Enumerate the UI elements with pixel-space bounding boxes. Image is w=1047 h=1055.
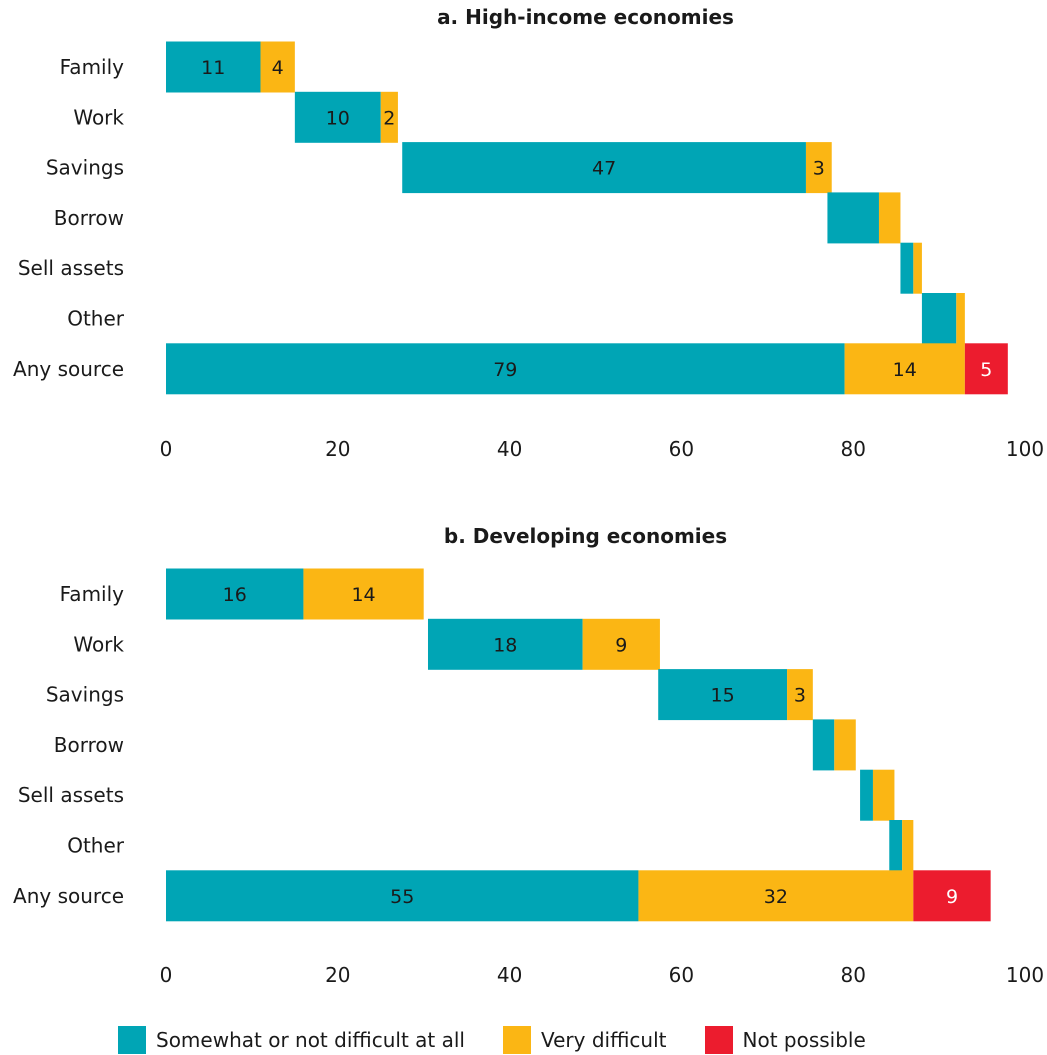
panel-a-category-label-any-source: Any source: [13, 357, 124, 381]
panel-b-title: b. Developing economies: [444, 524, 727, 548]
panel-a-category-label-work: Work: [73, 105, 124, 129]
panel-b-category-label-savings: Savings: [46, 683, 124, 707]
panel-b-bar-any-source-not_possible: [913, 870, 991, 922]
panel-b-data-label-family-very: 14: [351, 584, 375, 606]
panel-b-data-label-savings-somewhat: 15: [711, 685, 735, 707]
panel-a-data-label-savings-somewhat: 47: [592, 158, 616, 180]
panel-b-x-tick-label-60: 60: [669, 963, 694, 987]
panel-b-x-tick-label-0: 0: [160, 963, 173, 987]
panel-b-category-label-other: Other: [67, 834, 125, 858]
panel-a-bar-family-somewhat: [166, 41, 261, 93]
panel-a-bar-other-somewhat: [921, 293, 957, 344]
panel-a-data-label-work-very: 2: [383, 107, 395, 129]
panel-b-category-label-borrow: Borrow: [54, 733, 124, 757]
panel-a-x-tick-label-100: 100: [1006, 437, 1044, 461]
panel-a-bar-sell-assets-somewhat: [900, 242, 914, 294]
panel-a-category-label-other: Other: [67, 307, 125, 331]
panel-b-x-tick-label-20: 20: [325, 963, 350, 987]
panel-a-bar-sell-assets-very: [913, 242, 922, 294]
panel-b-category-label-any-source: Any source: [13, 884, 124, 908]
panel-b-bar-work-very: [582, 618, 660, 670]
legend-swatch-very-difficult: [502, 1026, 531, 1054]
panel-b-data-label-family-somewhat: 16: [223, 584, 247, 606]
panel-b-bar-family-somewhat: [166, 568, 304, 620]
panel-b-bar-savings-very: [787, 669, 813, 721]
panel-b-bar-other-somewhat: [889, 820, 903, 871]
panel-a-bar-other-very: [956, 293, 965, 344]
panel-a-bar-work-somewhat: [294, 91, 381, 143]
panel-a-bar-any-source-not_possible: [964, 343, 1008, 395]
panel-a-x-tick-label-40: 40: [497, 437, 522, 461]
panel-a-category-label-sell-assets: Sell assets: [18, 256, 124, 280]
panel-a-bar-any-source-very: [844, 343, 965, 395]
panel-a-data-label-any-source-somewhat: 79: [493, 359, 517, 381]
panel-a-bar-borrow-somewhat: [827, 192, 879, 244]
panel-a-x-tick-label-80: 80: [840, 437, 865, 461]
panel-b-data-label-any-source-somewhat: 55: [390, 886, 414, 908]
panel-b-data-label-savings-very: 3: [794, 685, 806, 707]
panel-b-bar-sell-assets-very: [872, 769, 895, 821]
panel-a-data-label-any-source-very: 14: [893, 359, 917, 381]
panel-a-x-tick-label-20: 20: [325, 437, 350, 461]
legend-label-somewhat: Somewhat or not difficult at all: [156, 1028, 465, 1052]
panel-a-bar-borrow-very: [878, 192, 901, 244]
panel-b-category-label-work: Work: [73, 632, 124, 656]
panel-a-data-label-family-somewhat: 11: [201, 57, 225, 79]
panel-a-data-label-any-source-not_possible: 5: [980, 359, 992, 381]
panel-a-data-label-family-very: 4: [272, 57, 284, 79]
panel-b-data-label-any-source-not_possible: 9: [946, 886, 958, 908]
panel-a-bar-work-very: [380, 91, 398, 143]
panel-b-bar-savings-somewhat: [658, 669, 788, 721]
panel-a-title: a. High-income economies: [437, 5, 734, 29]
legend-item-very-difficult: Very difficult: [502, 1026, 667, 1054]
panel-b-bar-borrow-somewhat: [812, 719, 835, 771]
legend-label-not-possible: Not possible: [742, 1028, 866, 1052]
legend: Somewhat or not difficult at all Very di…: [118, 1025, 904, 1055]
legend-swatch-somewhat: [118, 1026, 146, 1054]
panel-b-data-label-work-somewhat: 18: [493, 634, 517, 656]
panel-b-data-label-work-very: 9: [615, 634, 627, 656]
panel-b-bar-sell-assets-somewhat: [860, 769, 873, 821]
panel-a-category-label-borrow: Borrow: [54, 206, 124, 230]
panel-b-category-label-family: Family: [60, 582, 125, 606]
panel-b-bar-any-source-somewhat: [166, 870, 639, 922]
panel-a-data-label-savings-very: 3: [813, 158, 825, 180]
legend-label-very-difficult: Very difficult: [540, 1028, 667, 1052]
panel-b-bar-borrow-very: [834, 719, 856, 771]
panel-b-bar-any-source-very: [638, 870, 914, 922]
panel-a-x-tick-label-60: 60: [669, 437, 694, 461]
panel-a-bar-savings-somewhat: [402, 142, 806, 194]
panel-b-bar-family-very: [303, 568, 424, 620]
panel-b-x-tick-label-40: 40: [497, 963, 522, 987]
legend-swatch-not-possible: [704, 1026, 733, 1054]
panel-a-data-label-work-somewhat: 10: [326, 107, 350, 129]
panel-a-x-tick-label-0: 0: [160, 437, 173, 461]
panel-a-bar-any-source-somewhat: [166, 343, 845, 395]
panel-a-category-label-family: Family: [60, 55, 125, 79]
panel-b-data-label-any-source-very: 32: [764, 886, 788, 908]
legend-item-somewhat: Somewhat or not difficult at all: [118, 1026, 465, 1054]
panel-a-category-label-savings: Savings: [46, 156, 124, 180]
panel-b-x-tick-label-100: 100: [1006, 963, 1044, 987]
panel-b-x-tick-label-80: 80: [840, 963, 865, 987]
panel-b-category-label-sell-assets: Sell assets: [18, 783, 124, 807]
panel-a-bar-family-very: [260, 41, 295, 93]
legend-item-not-possible: Not possible: [704, 1026, 866, 1054]
panel-b-bar-other-very: [902, 820, 914, 871]
panel-b-bar-work-somewhat: [427, 618, 583, 670]
panel-a-bar-savings-very: [805, 142, 832, 194]
